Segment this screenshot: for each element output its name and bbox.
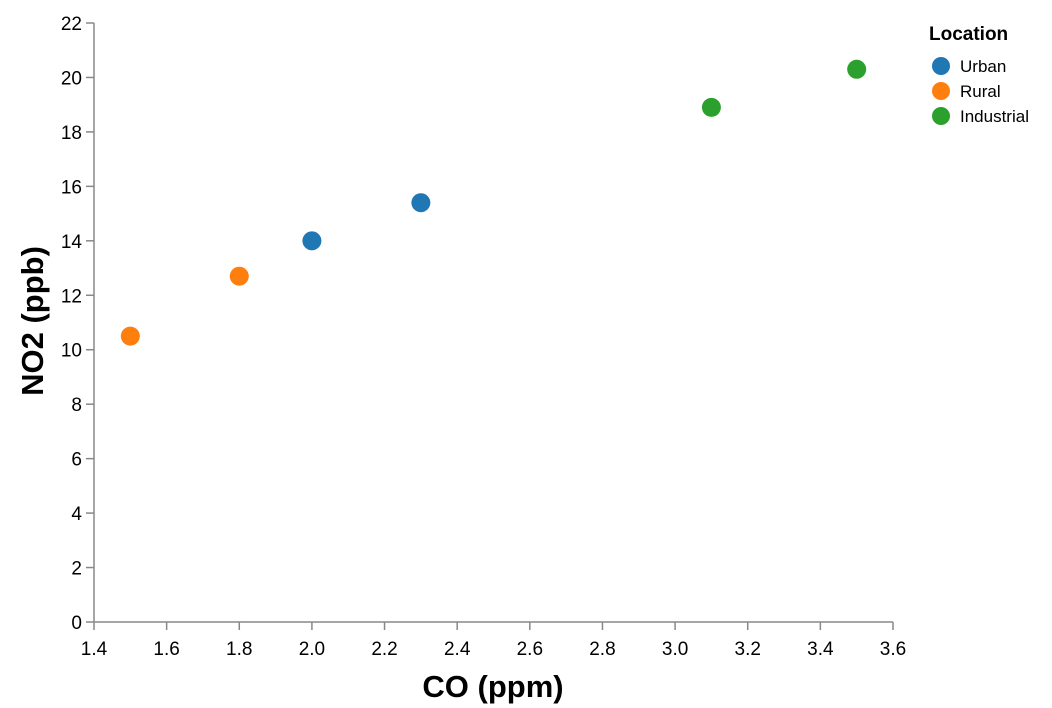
- data-point-rural: [229, 266, 249, 286]
- data-points: [120, 59, 867, 346]
- data-point-rural: [120, 326, 140, 346]
- x-tick-label: 3.4: [807, 639, 834, 660]
- x-axis: 1.4 1.6 1.8 2.0 2.2 2.4 2.6 2.8 3.0 3.2 3.4 3.6: [81, 621, 906, 660]
- y-tick-label: 8: [71, 395, 82, 416]
- legend-symbol-rural: [932, 82, 950, 100]
- y-tick-label: 20: [61, 68, 82, 89]
- legend-symbol-urban: [932, 57, 950, 75]
- y-axis: 0 2 4 6 8 10 12 14 16 18 20 22: [61, 14, 95, 634]
- legend-title: Location: [929, 24, 1008, 45]
- y-tick-label: 12: [61, 286, 82, 307]
- legend-label-urban: Urban: [960, 57, 1006, 76]
- y-tick-label: 16: [61, 177, 82, 198]
- data-point-urban: [411, 193, 431, 213]
- x-tick-label: 3.2: [735, 639, 761, 660]
- legend-symbol-industrial: [932, 107, 950, 125]
- legend-label-industrial: Industrial: [960, 107, 1029, 126]
- x-tick-label: 2.0: [299, 639, 325, 660]
- x-tick-label: 1.4: [81, 639, 108, 660]
- data-point-industrial: [701, 97, 721, 117]
- legend: Location Urban Rural Industrial: [929, 24, 1029, 126]
- x-tick-label: 1.6: [153, 639, 179, 660]
- x-tick-label: 3.0: [662, 639, 688, 660]
- legend-label-rural: Rural: [960, 82, 1001, 101]
- y-tick-label: 6: [71, 450, 82, 471]
- x-tick-label: 3.6: [880, 639, 906, 660]
- data-point-industrial: [847, 59, 867, 79]
- y-tick-label: 18: [61, 123, 82, 144]
- y-tick-label: 10: [61, 341, 82, 362]
- y-tick-label: 22: [61, 14, 82, 35]
- y-tick-label: 2: [71, 559, 82, 580]
- y-tick-label: 14: [61, 232, 83, 253]
- y-axis-title: NO2 (ppb): [15, 246, 50, 396]
- data-point-urban: [302, 231, 322, 251]
- x-axis-title: CO (ppm): [422, 669, 563, 704]
- x-tick-label: 2.4: [444, 639, 471, 660]
- x-tick-label: 2.8: [589, 639, 615, 660]
- x-tick-label: 1.8: [226, 639, 252, 660]
- y-tick-label: 0: [71, 613, 82, 634]
- y-tick-label: 4: [71, 504, 82, 525]
- x-tick-label: 2.2: [371, 639, 397, 660]
- x-tick-label: 2.6: [517, 639, 543, 660]
